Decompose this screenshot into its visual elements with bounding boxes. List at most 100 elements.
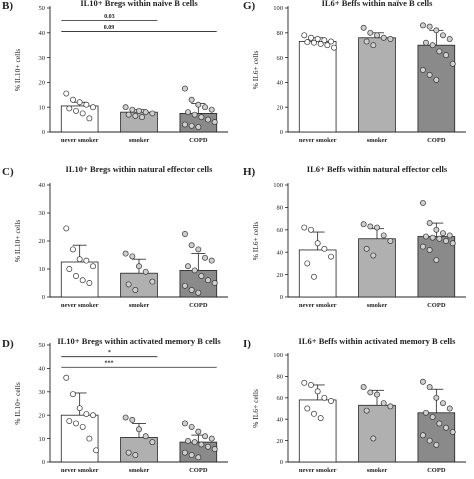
data-point <box>429 42 436 49</box>
data-point <box>208 257 215 264</box>
data-point <box>205 116 211 123</box>
data-point <box>73 273 79 279</box>
y-tick-label: 10 <box>39 436 46 443</box>
y-tick-label: 0 <box>280 459 283 466</box>
data-point <box>367 389 374 396</box>
data-point <box>188 423 195 430</box>
x-tick-label: never smoker <box>299 467 337 474</box>
x-tick-label: COPD <box>427 467 446 474</box>
data-point <box>79 110 86 117</box>
data-point <box>83 411 90 417</box>
data-point <box>149 110 156 117</box>
data-point <box>93 447 100 454</box>
data-point <box>317 415 324 422</box>
y-tick-label: 40 <box>39 30 46 37</box>
data-point <box>198 441 205 448</box>
y-tick-label: 40 <box>39 182 46 189</box>
y-axis-label: % IL6+ cells <box>251 222 260 261</box>
data-point <box>374 224 380 231</box>
data-point <box>149 278 156 285</box>
data-point <box>420 243 426 250</box>
data-point <box>211 119 218 126</box>
y-tick-label: 0 <box>280 129 283 136</box>
x-tick-label: never smoker <box>61 467 99 474</box>
chart-panel: C) IL10+ Bregs within natural effector ce… <box>2 164 228 309</box>
y-tick-label: 30 <box>39 389 46 396</box>
y-tick-label: 0 <box>280 294 283 301</box>
panel-title: IL10+ Bregs within natural effector cell… <box>66 164 214 174</box>
data-point <box>308 382 314 388</box>
data-point <box>202 433 208 440</box>
data-point <box>122 414 129 421</box>
y-tick-label: 40 <box>277 416 284 423</box>
y-tick-label: 0 <box>42 294 45 301</box>
data-point <box>423 39 429 46</box>
data-point <box>195 246 202 253</box>
data-point <box>443 424 449 431</box>
data-point <box>76 99 83 106</box>
data-point <box>86 435 93 442</box>
data-point <box>182 420 188 427</box>
panel-title: IL10+ Bregs within naïve B cells <box>80 0 198 8</box>
data-point <box>370 42 377 49</box>
y-tick-label: 40 <box>277 80 284 87</box>
data-point <box>182 231 188 237</box>
x-tick-label: COPD <box>427 302 446 309</box>
data-point <box>426 220 433 227</box>
data-point <box>370 435 377 442</box>
data-point <box>122 104 129 111</box>
data-point <box>433 76 440 83</box>
y-tick-label: 20 <box>39 412 46 419</box>
data-point <box>142 268 149 275</box>
panel-letter: D) <box>2 338 14 350</box>
data-point <box>317 41 324 47</box>
panel-letter: H) <box>243 166 256 178</box>
data-point <box>328 38 334 45</box>
panel-title: IL6+ Beffs within activated memory B cel… <box>299 336 457 346</box>
data-point <box>440 400 446 407</box>
data-point <box>321 245 328 252</box>
data-point <box>70 391 76 398</box>
data-point <box>86 115 93 122</box>
chart-panel: B) IL10+ Bregs within naïve B cells % IL10… <box>2 0 228 144</box>
data-point <box>314 240 321 247</box>
x-tick-label: smoker <box>367 137 388 144</box>
y-tick-label: 0 <box>42 459 45 466</box>
data-point <box>191 439 198 446</box>
data-point <box>90 263 96 270</box>
y-tick-label: 100 <box>273 5 283 12</box>
x-tick-label: never smoker <box>61 137 99 144</box>
data-point <box>63 90 70 97</box>
data-point <box>380 34 387 41</box>
x-tick-label: COPD <box>189 137 208 144</box>
panel-letter: I) <box>243 338 251 350</box>
panel-letter: B) <box>2 0 13 12</box>
y-axis-label: % IL6+ cells <box>251 389 260 428</box>
data-point <box>304 405 311 412</box>
data-point <box>191 111 198 118</box>
data-point <box>122 250 129 257</box>
data-point <box>443 238 449 244</box>
data-point <box>446 36 453 42</box>
data-point <box>374 32 380 39</box>
data-point <box>182 85 188 92</box>
data-point <box>360 24 367 31</box>
y-tick-label: 50 <box>39 5 46 12</box>
data-point <box>66 266 73 272</box>
y-tick-label: 20 <box>277 272 284 279</box>
data-point <box>426 384 433 391</box>
data-point <box>363 38 370 45</box>
data-point <box>360 384 367 391</box>
y-tick-label: 100 <box>273 182 283 189</box>
y-tick-label: 0 <box>42 129 45 136</box>
data-point <box>129 106 136 113</box>
data-point <box>136 107 142 114</box>
data-point <box>433 441 440 448</box>
data-point <box>202 104 208 111</box>
data-point <box>142 109 149 116</box>
data-point <box>420 199 426 206</box>
data-point <box>191 267 198 274</box>
data-point <box>433 394 440 401</box>
chart-panel: H) IL6+ Beffs within natural effector cel… <box>243 164 466 309</box>
